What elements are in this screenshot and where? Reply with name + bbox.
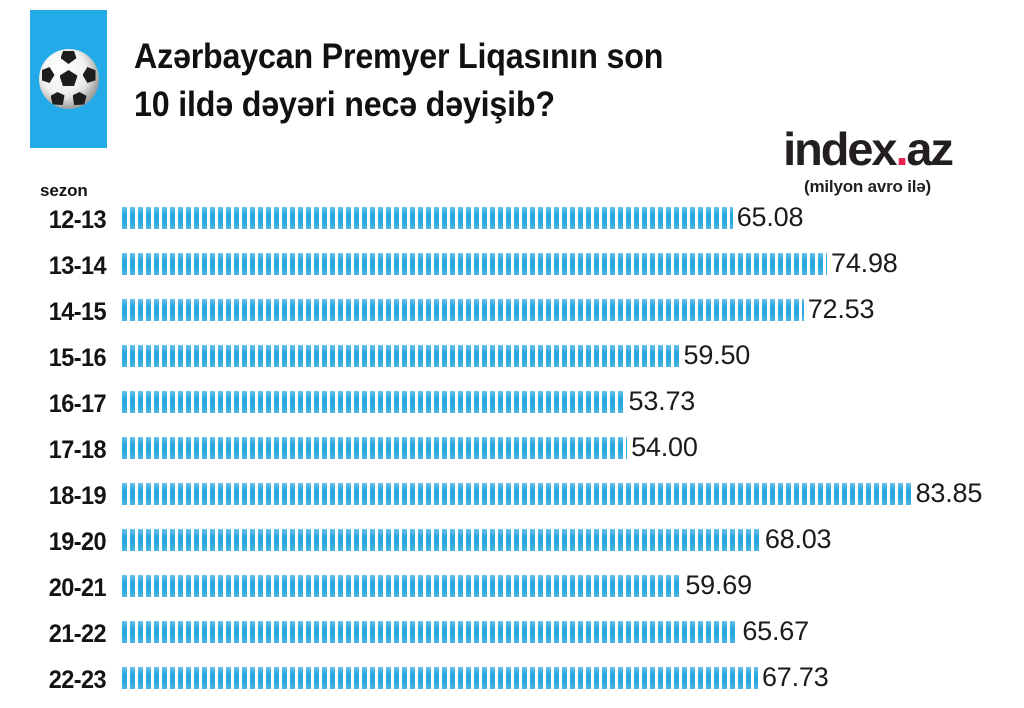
row-label-season: 13-14 (48, 252, 107, 280)
bar-value-label: 83.85 (915, 478, 983, 508)
row-label-season: 19-20 (48, 528, 107, 556)
bar (122, 437, 628, 459)
chart-row: 18-19 83.85 (0, 478, 1024, 524)
row-label-season: 20-21 (48, 574, 107, 602)
soccer-ball-icon (38, 49, 99, 109)
row-label-season: 16-17 (48, 390, 107, 418)
bar-value-label: 65.67 (742, 616, 809, 646)
bar (122, 529, 761, 551)
bar (122, 345, 680, 367)
row-label-season: 15-16 (48, 344, 107, 372)
axis-label-season: sezon (40, 181, 88, 200)
row-label-season: 18-19 (48, 482, 107, 510)
bar (122, 667, 758, 689)
bar (122, 207, 733, 229)
bar-value-label: 67.73 (761, 662, 829, 692)
brand-logo: index.az (milyon avro ilə) (744, 126, 991, 197)
brand-name-left: index (783, 123, 897, 175)
bar (122, 483, 912, 505)
bar-chart-rows: 12-13 65.08 13-14 74.98 14-15 72.53 15-16 59.50… (0, 202, 1024, 708)
chart-row: 20-21 59.69 (0, 570, 1024, 616)
brand-name-right: az (906, 123, 954, 175)
row-label-season: 14-15 (48, 298, 107, 326)
chart-row: 22-23 67.73 (0, 662, 1024, 708)
bar-value-label: 59.69 (685, 570, 752, 600)
bar (122, 621, 739, 643)
chart-row: 12-13 65.08 (0, 202, 1024, 248)
brand-wordmark: index.az (742, 126, 994, 172)
row-label-season: 17-18 (48, 436, 107, 464)
bar (122, 299, 804, 321)
bar-value-label: 54.00 (631, 432, 698, 462)
row-label-season: 12-13 (48, 206, 107, 234)
chart-row: 16-17 53.73 (0, 386, 1024, 432)
bar-value-label: 72.53 (807, 294, 875, 324)
chart-row: 19-20 68.03 (0, 524, 1024, 570)
row-label-season: 21-22 (48, 620, 107, 648)
brand-dot: . (895, 123, 908, 175)
chart-row: 14-15 72.53 (0, 294, 1024, 340)
chart-row: 13-14 74.98 (0, 248, 1024, 294)
page-title: Azərbaycan Premyer Liqasının son 10 ildə… (134, 37, 664, 124)
brand-subtitle: (milyon avro ilə) (804, 177, 931, 196)
bar-value-label: 74.98 (831, 248, 898, 278)
bar (122, 575, 682, 597)
chart-row: 15-16 59.50 (0, 340, 1024, 386)
bar-value-label: 59.50 (683, 340, 751, 370)
soccer-ball-badge (30, 10, 107, 148)
row-label-season: 22-23 (48, 666, 107, 694)
chart-row: 17-18 54.00 (0, 432, 1024, 478)
bar-value-label: 68.03 (764, 524, 832, 554)
infographic-canvas: Azərbaycan Premyer Liqasının son 10 ildə… (30, 10, 991, 694)
bar-value-label: 53.73 (628, 386, 696, 416)
bar (122, 253, 828, 275)
bar-value-label: 65.08 (736, 202, 804, 232)
bar (122, 391, 625, 413)
chart-row: 21-22 65.67 (0, 616, 1024, 662)
